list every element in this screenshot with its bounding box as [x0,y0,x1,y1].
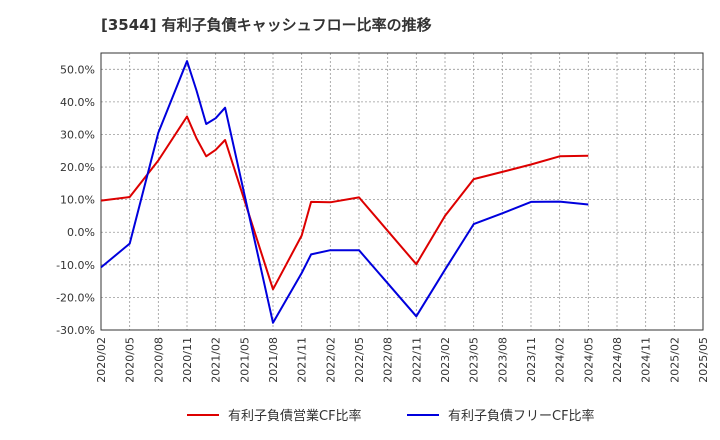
x-tick-label: 2020/02 [95,337,108,383]
chart-title: [3544] 有利子負債キャッシュフロー比率の推移 [101,16,432,34]
legend: 有利子負債営業CF比率 有利子負債フリーCF比率 [187,408,595,424]
plot-frame [100,52,704,331]
x-tick-label: 2024/08 [611,337,624,383]
series-line-2 [100,60,589,324]
x-tick-label: 2020/05 [124,337,137,383]
x-tick-label: 2023/02 [439,337,452,383]
x-tick-label: 2024/11 [640,337,653,383]
series-line-1 [100,115,589,291]
x-tick-label: 2021/02 [210,337,223,383]
series-layer [100,60,589,324]
y-tick-label: -10.0% [56,259,95,272]
x-tick-label: 2025/05 [697,337,710,383]
x-tick-label: 2020/11 [181,337,194,383]
x-tick-label: 2022/02 [324,337,337,383]
x-tick-label: 2024/02 [554,337,567,383]
x-tick-label: 2022/05 [353,337,366,383]
x-tick-label: 2022/08 [382,337,395,383]
x-tick-label: 2021/05 [238,337,251,383]
x-tick-label: 2023/05 [468,337,481,383]
y-tick-label: 50.0% [60,63,95,76]
grid-layer [100,53,704,331]
y-tick-label: -20.0% [56,291,95,304]
y-tick-label: 30.0% [60,128,95,141]
y-tick-label: 0.0% [67,226,95,239]
legend-label-1: 有利子負債営業CF比率 [228,408,362,424]
x-tick-label: 2023/08 [496,337,509,383]
x-tick-label: 2025/02 [668,337,681,383]
axis-layer: -30.0% -20.0% -10.0% 0.0% 10.0% 20.0% 30.0% 40.… [56,52,710,383]
x-tick-label: 2020/08 [152,337,165,383]
x-tick-label: 2021/08 [267,337,280,383]
y-tick-label: -30.0% [56,324,95,337]
legend-label-2: 有利子負債フリーCF比率 [448,408,595,424]
y-tick-label: 20.0% [60,161,95,174]
x-tick-label: 2021/11 [296,337,309,383]
y-tick-label: 40.0% [60,96,95,109]
x-tick-label: 2022/11 [410,337,423,383]
x-tick-label: 2024/05 [582,337,595,383]
x-tick-label: 2023/11 [525,337,538,383]
y-tick-label: 10.0% [60,194,95,207]
